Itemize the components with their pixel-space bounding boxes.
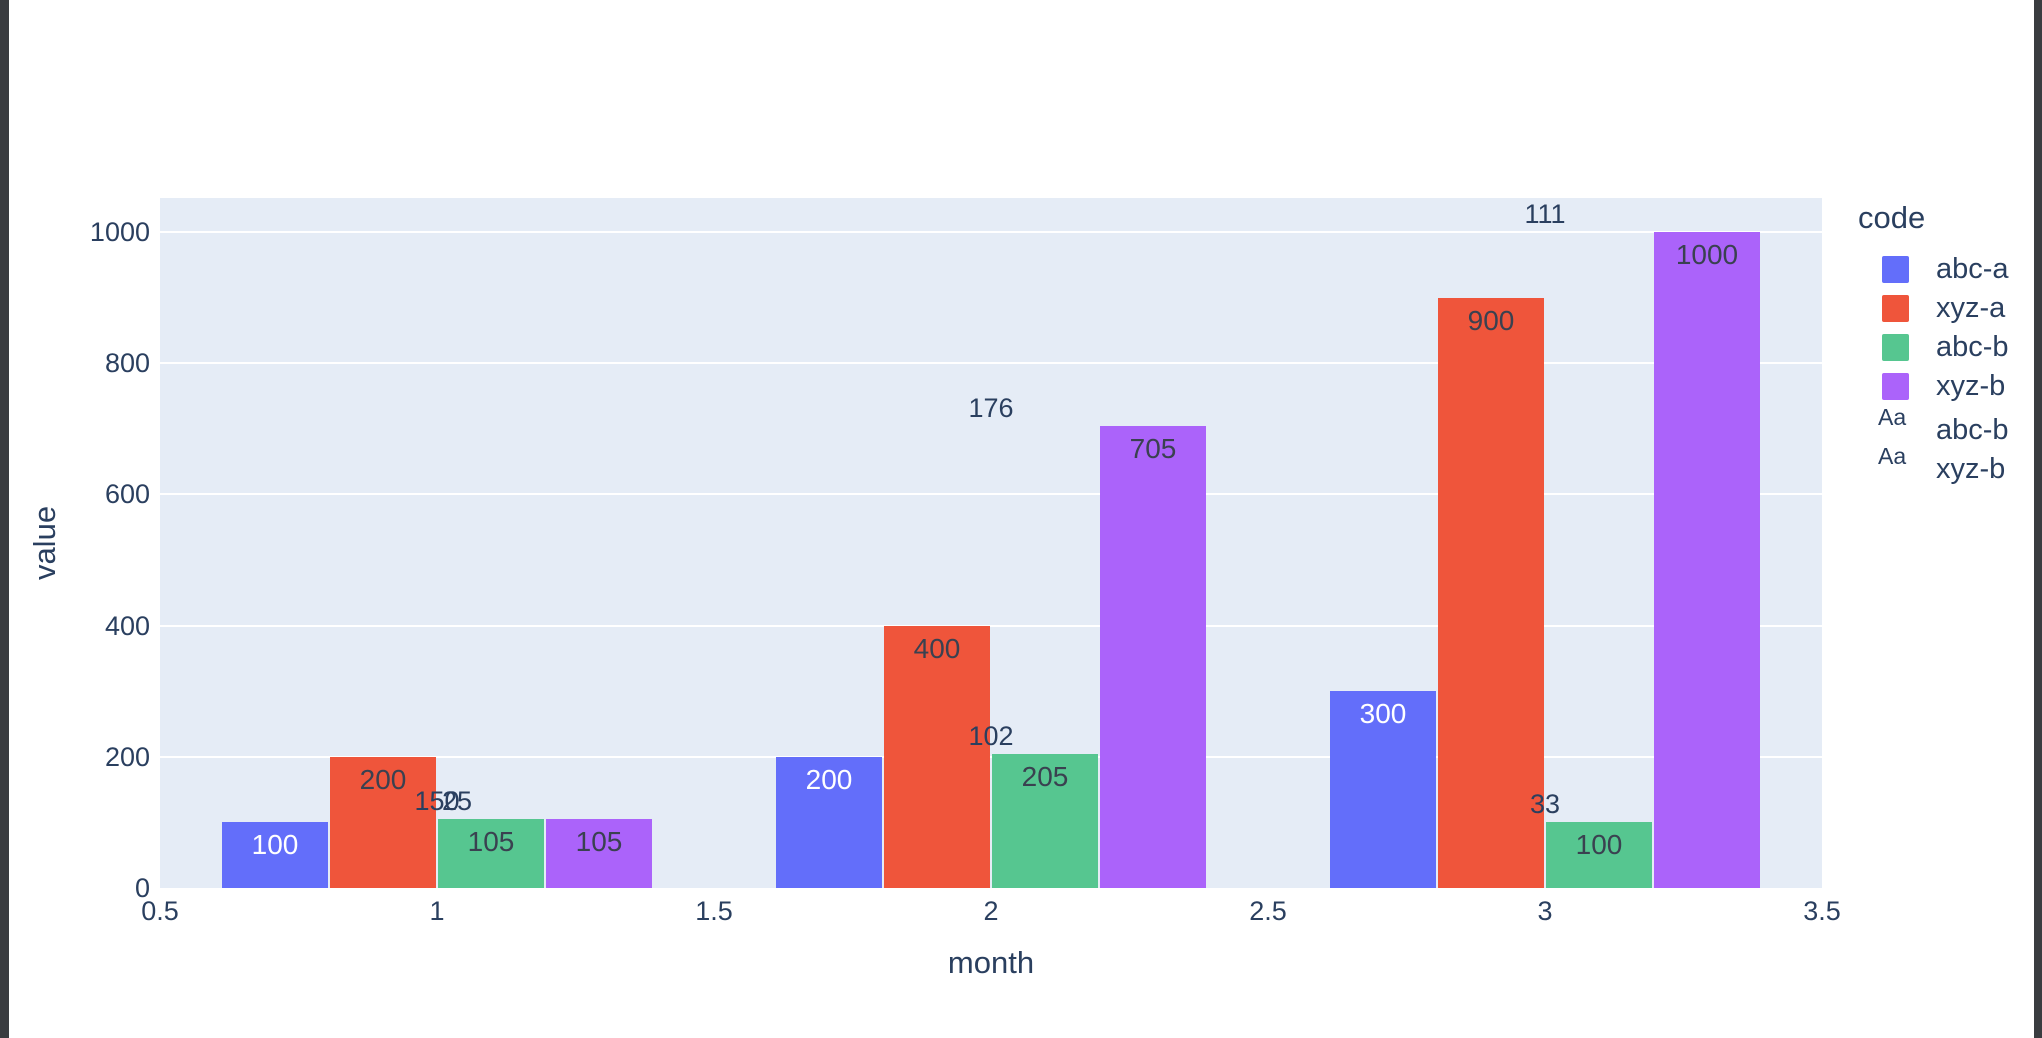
legend-color-swatch bbox=[1882, 295, 1909, 322]
bar-abc-b-month-2[interactable] bbox=[992, 753, 1098, 888]
bar-value-label: 300 bbox=[1359, 698, 1407, 730]
bar-value-label: 105 bbox=[575, 826, 623, 858]
y-gridline bbox=[160, 624, 1822, 627]
legend-item-label: abc-b bbox=[1936, 331, 2009, 363]
bar-abc-a-month-1[interactable] bbox=[222, 822, 328, 888]
text-annotation-abc-b-month-1: 150 bbox=[414, 786, 460, 817]
legend-title: code bbox=[1858, 200, 1926, 235]
y-axis-title: value bbox=[27, 505, 62, 581]
y-gridline bbox=[160, 755, 1822, 758]
legend-item-abc-a[interactable]: abc-a bbox=[1852, 250, 2032, 289]
window-right-border bbox=[2034, 0, 2042, 1038]
bar-value-label: 900 bbox=[1467, 304, 1515, 336]
bar-xyz-b-month-2[interactable] bbox=[1100, 425, 1206, 888]
legend-text-glyph: Aa bbox=[1878, 404, 1907, 430]
y-tick-label: 200 bbox=[104, 741, 150, 772]
x-axis-title: month bbox=[947, 945, 1035, 980]
text-annotation-abc-b-month-3: 33 bbox=[1529, 789, 1561, 820]
y-gridline bbox=[160, 362, 1822, 365]
legend-item-label: abc-b bbox=[1936, 414, 2009, 446]
window-left-border bbox=[0, 0, 9, 1038]
y-tick-label: 0 bbox=[134, 873, 150, 903]
y-tick-label: 800 bbox=[104, 348, 150, 379]
bar-abc-a-month-2[interactable] bbox=[776, 756, 882, 888]
legend-item-xyz-b[interactable]: xyz-b bbox=[1852, 367, 2032, 406]
bar-value-label: 100 bbox=[251, 829, 299, 861]
bar-value-label: 205 bbox=[1021, 760, 1069, 792]
bar-value-label: 400 bbox=[913, 632, 961, 664]
x-tick-label: 3 bbox=[1537, 896, 1553, 926]
bar-abc-a-month-3[interactable] bbox=[1330, 691, 1436, 888]
text-annotation-xyz-b-month-1: 25 bbox=[441, 786, 473, 817]
y-gridline bbox=[160, 493, 1822, 496]
legend-color-swatch bbox=[1882, 256, 1909, 283]
text-annotation-xyz-b-month-2: 176 bbox=[968, 392, 1014, 423]
x-tick-label: 1 bbox=[429, 896, 445, 926]
legend-item-label: xyz-a bbox=[1936, 292, 2006, 324]
y-tick-label: 1000 bbox=[89, 217, 150, 248]
x-tick-label: 2.5 bbox=[1249, 896, 1287, 926]
bar-abc-b-month-1[interactable] bbox=[438, 819, 544, 888]
bar-value-label: 200 bbox=[359, 763, 407, 795]
legend-item-abc-b-text[interactable]: Aa abc-b bbox=[1852, 404, 2032, 446]
legend-color-swatch bbox=[1882, 373, 1909, 400]
bar-xyz-b-month-3[interactable] bbox=[1654, 232, 1760, 888]
bar-xyz-a-month-2[interactable] bbox=[884, 625, 990, 888]
legend-item-abc-b[interactable]: abc-b bbox=[1852, 328, 2032, 367]
bar-value-label: 1000 bbox=[1675, 239, 1739, 271]
bar-xyz-a-month-3[interactable] bbox=[1438, 297, 1544, 888]
legend-item-label: xyz-b bbox=[1936, 370, 2006, 402]
bar-value-label: 705 bbox=[1129, 432, 1177, 464]
x-tick-label: 1.5 bbox=[695, 896, 733, 926]
bar-value-label: 200 bbox=[805, 763, 853, 795]
bar-xyz-b-month-1[interactable] bbox=[546, 819, 652, 888]
legend-item-xyz-b-text[interactable]: Aa xyz-b bbox=[1852, 443, 2032, 485]
legend-text-glyph: Aa bbox=[1878, 443, 1907, 469]
y-tick-label: 600 bbox=[104, 479, 150, 510]
bar-value-label: 105 bbox=[467, 826, 515, 858]
bar-abc-b-month-3[interactable] bbox=[1546, 822, 1652, 888]
text-annotation-xyz-b-month-3: 111 bbox=[1524, 199, 1566, 230]
x-tick-label: 0.5 bbox=[141, 896, 179, 926]
legend-item-label: xyz-b bbox=[1936, 453, 2006, 485]
text-annotation-abc-b-month-2: 102 bbox=[968, 720, 1014, 751]
y-gridline bbox=[160, 231, 1822, 234]
bar-xyz-a-month-1[interactable] bbox=[330, 756, 436, 888]
legend: code abc-a xyz-a abc-b xyz-b Aa abc-b Aa xyz-b bbox=[1852, 200, 2032, 485]
bar-value-label: 100 bbox=[1575, 829, 1623, 861]
legend-item-label: abc-a bbox=[1936, 253, 2009, 285]
y-tick-label: 400 bbox=[104, 610, 150, 641]
x-tick-label: 2 bbox=[983, 896, 999, 926]
legend-item-xyz-a[interactable]: xyz-a bbox=[1852, 289, 2032, 328]
legend-color-swatch bbox=[1882, 334, 1909, 361]
plot-area bbox=[160, 198, 1822, 888]
x-tick-label: 3.5 bbox=[1803, 896, 1841, 926]
